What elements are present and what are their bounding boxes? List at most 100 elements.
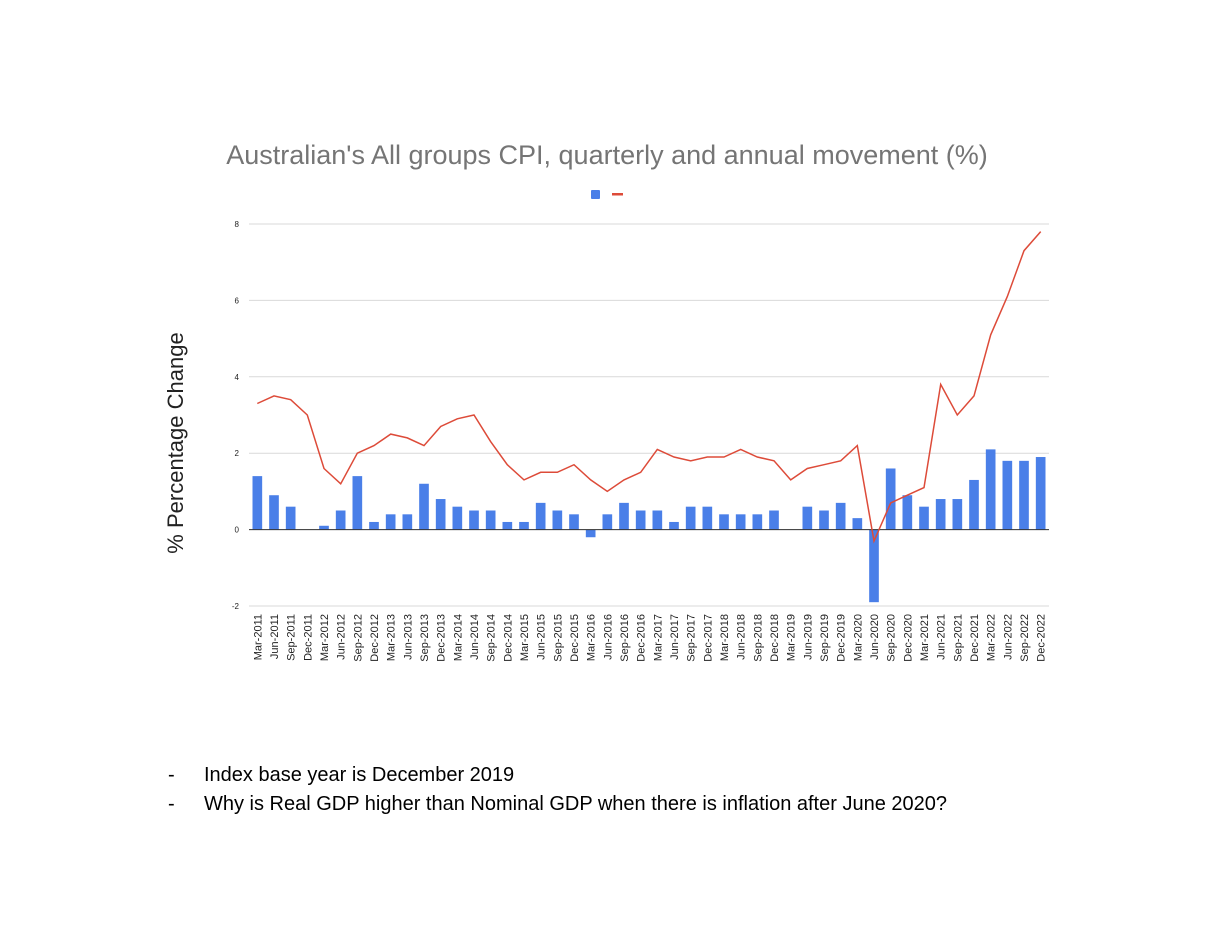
x-tick-label: Sep-2015 [552, 614, 564, 662]
bar [319, 525, 329, 530]
bar [569, 514, 579, 530]
bar [485, 510, 496, 530]
x-tick-label: Sep-2016 [619, 614, 631, 662]
note-item: - Index base year is December 2019 [165, 761, 947, 790]
bar [719, 514, 729, 530]
x-tick-label: Sep-2019 [819, 614, 831, 662]
bar [952, 499, 963, 530]
x-tick-label: Dec-2013 [436, 614, 448, 662]
x-tick-label: Mar-2018 [719, 614, 731, 661]
x-tick-label: Mar-2021 [919, 614, 931, 661]
bar [885, 468, 896, 530]
bar [519, 521, 529, 530]
bar [1035, 457, 1046, 530]
bar [1019, 460, 1029, 530]
bar [619, 502, 629, 530]
bar [419, 483, 429, 530]
x-tick-label: Mar-2011 [252, 614, 264, 660]
bar [852, 518, 863, 530]
bar [469, 510, 479, 530]
y-tick-label: 2 [235, 449, 240, 458]
bar [335, 510, 346, 530]
x-tick-label: Jun-2013 [402, 614, 414, 660]
x-tick-label: Mar-2015 [519, 614, 531, 661]
y-tick-label: 6 [235, 296, 240, 305]
bar [369, 521, 379, 530]
bar [969, 479, 979, 530]
x-tick-label: Dec-2012 [369, 614, 381, 662]
bar [585, 529, 596, 538]
bar [819, 510, 829, 530]
x-tick-label: Sep-2022 [1019, 614, 1031, 662]
x-tick-label: Dec-2022 [1036, 614, 1048, 662]
x-tick-label: Mar-2017 [652, 614, 664, 661]
note-item: - Why is Real GDP higher than Nominal GD… [165, 790, 947, 819]
bar [269, 495, 279, 530]
notes-list: - Index base year is December 2019 - Why… [165, 761, 947, 819]
bar [919, 506, 929, 530]
x-tick-label: Dec-2018 [769, 614, 781, 662]
bar [352, 476, 363, 530]
bar [802, 506, 813, 530]
y-axis-ticks: -2 0 2 4 6 8 [232, 220, 240, 611]
bar [835, 502, 846, 530]
legend-bar-swatch [591, 190, 600, 199]
x-tick-label: Dec-2015 [569, 614, 581, 662]
x-tick-label: Jun-2021 [936, 614, 948, 660]
bar [402, 514, 413, 530]
x-tick-label: Mar-2020 [852, 614, 864, 661]
bar [769, 510, 779, 530]
bar [602, 514, 613, 530]
bar [452, 506, 463, 530]
y-tick-label: -2 [232, 602, 240, 611]
bar [735, 514, 746, 530]
x-tick-label: Jun-2019 [802, 614, 814, 660]
x-tick-label: Dec-2016 [636, 614, 648, 662]
x-tick-label: Sep-2012 [352, 614, 364, 662]
bar [502, 521, 513, 530]
x-tick-label: Jun-2015 [536, 614, 548, 660]
x-tick-label: Sep-2014 [486, 614, 498, 662]
bar [685, 506, 696, 530]
note-bullet: - [168, 764, 175, 786]
x-tick-label: Mar-2016 [586, 614, 598, 661]
bar [535, 502, 546, 530]
legend-line-swatch [612, 193, 623, 196]
bar [1002, 460, 1013, 530]
x-tick-label: Sep-2011 [286, 614, 298, 661]
x-tick-label: Mar-2013 [386, 614, 398, 661]
bar-series [252, 449, 1046, 603]
x-tick-label: Sep-2020 [886, 614, 898, 662]
bar [702, 506, 713, 530]
gridlines [249, 223, 1049, 607]
y-tick-label: 0 [235, 526, 240, 535]
x-tick-label: Dec-2020 [902, 614, 914, 662]
x-tick-label: Sep-2017 [686, 614, 698, 662]
y-tick-label: 4 [235, 373, 240, 382]
chart-title: Australian's All groups CPI, quarterly a… [226, 140, 988, 170]
x-tick-label: Dec-2011 [302, 614, 314, 661]
bar [752, 514, 763, 530]
bar [285, 506, 296, 530]
bar [252, 476, 263, 530]
x-tick-label: Dec-2019 [836, 614, 848, 662]
note-text: Why is Real GDP higher than Nominal GDP … [204, 793, 947, 815]
bar [652, 510, 663, 530]
x-tick-label: Dec-2017 [702, 614, 714, 662]
bar [902, 495, 913, 530]
x-tick-label: Jun-2012 [336, 614, 348, 660]
x-tick-label: Dec-2014 [502, 614, 514, 662]
x-tick-label: Jun-2011 [269, 614, 281, 659]
cpi-chart: Australian's All groups CPI, quarterly a… [163, 140, 1049, 662]
note-bullet: - [168, 793, 175, 815]
x-axis-ticks: Mar-2011 Jun-2011 Sep-2011 Dec-2011 Mar-2012… [252, 614, 1047, 662]
line-series [256, 231, 1042, 544]
y-axis-label: % Percentage Change [163, 332, 188, 553]
bar [935, 499, 946, 530]
x-tick-label: Jun-2020 [869, 614, 881, 660]
x-tick-label: Jun-2016 [602, 614, 614, 660]
bar [985, 449, 996, 530]
bar [635, 510, 646, 530]
note-text: Index base year is December 2019 [204, 764, 515, 786]
x-tick-label: Sep-2013 [419, 614, 431, 662]
